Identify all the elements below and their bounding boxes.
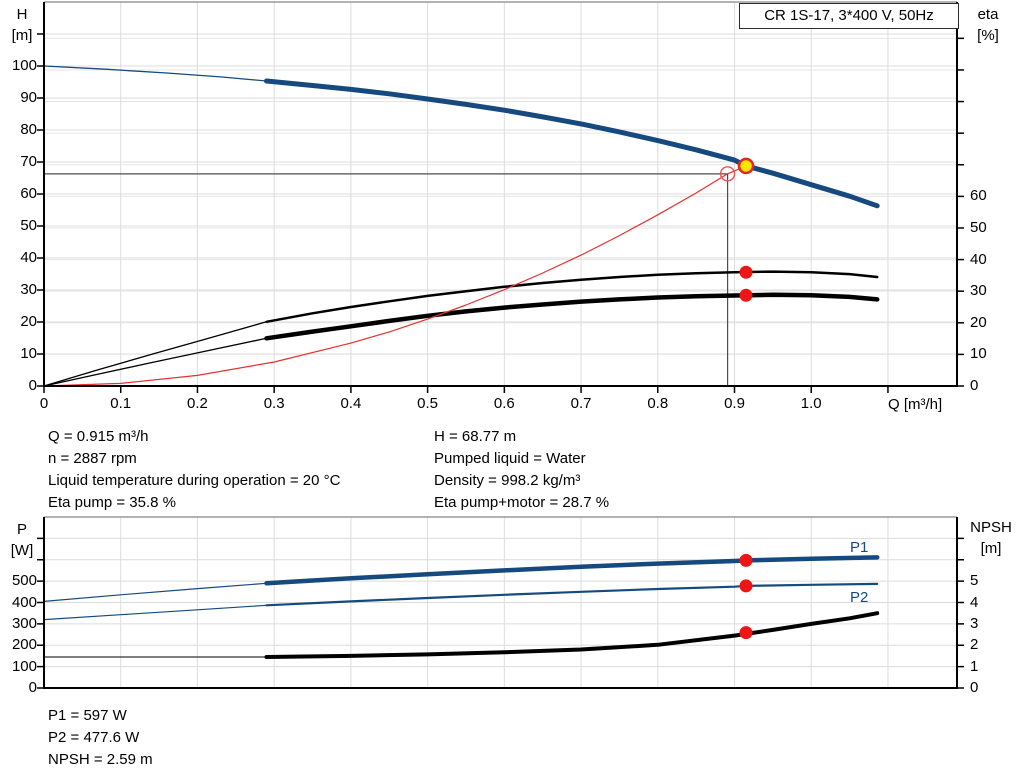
operating-point-dot bbox=[739, 265, 753, 279]
x-tick-label: 0 bbox=[39, 395, 49, 412]
p2-curve-label: P2 bbox=[850, 589, 869, 606]
info-h: H = 68.77 m bbox=[434, 428, 517, 445]
y-left-tick-label: 80 bbox=[20, 121, 37, 138]
eta-pump-curve bbox=[265, 270, 879, 324]
info-q: Q = 0.915 m³/h bbox=[48, 428, 149, 445]
y-left-tick-label: 40 bbox=[20, 249, 37, 266]
info-npsh: NPSH = 2.59 m bbox=[48, 751, 153, 768]
y-left-tick-label: 60 bbox=[20, 185, 37, 202]
y-right-tick-label: 1 bbox=[970, 657, 979, 675]
x-tick-label: 0.6 bbox=[493, 395, 515, 412]
y-left-tick-label: 0 bbox=[28, 377, 37, 394]
info-p2: P2 = 477.6 W bbox=[48, 729, 140, 746]
system-curve bbox=[43, 165, 747, 387]
requested-duty-marker bbox=[719, 166, 736, 182]
y-left-tick-label: 10 bbox=[20, 345, 37, 362]
eta-axis-symbol: eta bbox=[977, 6, 999, 23]
q-axis-label: Q [m³/h] bbox=[888, 396, 943, 413]
y-right-tick-label: 4 bbox=[970, 593, 979, 611]
y-right-tick-label: 3 bbox=[970, 614, 979, 632]
h-axis-unit: [m] bbox=[11, 27, 33, 44]
y-right-tick-label: 5 bbox=[970, 572, 979, 590]
x-tick-label: 0.2 bbox=[187, 395, 208, 412]
x-tick-label: 0.8 bbox=[647, 395, 669, 412]
p2-curve-lowflow bbox=[43, 604, 268, 621]
y-left-tick-label: 200 bbox=[11, 636, 37, 654]
duty-info-right: H = 68.77 m Pumped liquid = Water Densit… bbox=[434, 426, 609, 514]
eta-pump-motor-curve bbox=[264, 292, 880, 341]
p1-curve bbox=[264, 555, 880, 586]
info-speed: n = 2887 rpm bbox=[48, 450, 137, 467]
y-right-tick-label: 2 bbox=[970, 636, 979, 654]
x-tick-label: 0.4 bbox=[340, 395, 362, 412]
p-axis-symbol: P bbox=[16, 521, 27, 538]
info-eta-pump-motor: Eta pump+motor = 28.7 % bbox=[434, 494, 610, 511]
y-left-tick-label: 0 bbox=[28, 679, 37, 696]
eta-axis-title: eta [%] bbox=[964, 4, 1012, 46]
y-left-tick-label: 70 bbox=[20, 153, 37, 170]
h-axis-title: H [m] bbox=[2, 4, 42, 46]
info-pumped-liquid: Pumped liquid = Water bbox=[434, 450, 586, 467]
operating-point-dot bbox=[739, 288, 753, 302]
y-right-tick-label: 40 bbox=[970, 250, 987, 268]
p1-curve-label: P1 bbox=[850, 539, 869, 556]
y-right-tick-label: 60 bbox=[970, 187, 987, 205]
y-left-tick-label: 30 bbox=[20, 281, 37, 298]
y-left-tick-label: 100 bbox=[11, 57, 37, 74]
y-left-tick-label: 500 bbox=[11, 572, 37, 590]
y-right-tick-label: 30 bbox=[970, 282, 987, 300]
npsh-axis-symbol: NPSH bbox=[970, 519, 1012, 536]
y-left-tick-label: 300 bbox=[11, 614, 37, 632]
info-density: Density = 998.2 kg/m³ bbox=[434, 472, 581, 489]
x-tick-label: 1.0 bbox=[800, 395, 822, 412]
y-right-tick-label: 50 bbox=[970, 218, 987, 236]
eta-axis-unit: [%] bbox=[977, 27, 999, 44]
p1-curve-lowflow bbox=[43, 582, 268, 603]
h-axis-symbol: H bbox=[16, 6, 28, 23]
npsh-curve bbox=[264, 611, 880, 659]
npsh-axis-title: NPSH [m] bbox=[960, 517, 1022, 559]
x-tick-label: 0.5 bbox=[417, 395, 439, 412]
duty-info-left: Q = 0.915 m³/h n = 2887 rpm Liquid tempe… bbox=[48, 426, 340, 514]
npsh-axis-unit: [m] bbox=[980, 540, 1002, 557]
duty-point-marker bbox=[737, 157, 755, 175]
y-right-tick-label: 10 bbox=[970, 345, 987, 363]
info-eta-pump: Eta pump = 35.8 % bbox=[48, 494, 176, 511]
eta-pump-lowflow bbox=[43, 321, 268, 387]
qh-curve-lowflow bbox=[43, 65, 268, 82]
p2-curve bbox=[265, 582, 879, 607]
p-axis-title: P [W] bbox=[2, 519, 42, 561]
y-right-tick-label: 20 bbox=[970, 313, 987, 331]
p-axis-unit: [W] bbox=[10, 542, 34, 559]
operating-point-dot bbox=[739, 579, 753, 593]
info-p1: P1 = 597 W bbox=[48, 707, 127, 724]
eta-pump-motor-lowflow bbox=[43, 337, 268, 387]
y-left-tick-label: 100 bbox=[11, 657, 37, 675]
qh-curve bbox=[264, 78, 880, 209]
x-tick-label: 0.7 bbox=[570, 395, 592, 412]
x-tick-label: 0.3 bbox=[263, 395, 285, 412]
y-left-tick-label: 400 bbox=[11, 593, 37, 611]
y-left-tick-label: 20 bbox=[20, 313, 37, 330]
operating-point-dot bbox=[739, 626, 753, 640]
power-info: P1 = 597 W P2 = 477.6 W NPSH = 2.59 m bbox=[48, 705, 153, 771]
operating-point-dot bbox=[739, 553, 753, 567]
y-left-tick-label: 90 bbox=[20, 89, 37, 106]
y-right-tick-label: 0 bbox=[970, 679, 979, 696]
x-tick-label: 0.1 bbox=[110, 395, 132, 412]
x-tick-label: 0.9 bbox=[724, 395, 745, 412]
y-left-tick-label: 50 bbox=[20, 217, 37, 234]
y-right-tick-label: 0 bbox=[970, 377, 979, 394]
pump-title-box: CR 1S-17, 3*400 V, 50Hz bbox=[739, 3, 959, 29]
info-liquid-temp: Liquid temperature during operation = 20… bbox=[48, 472, 341, 489]
